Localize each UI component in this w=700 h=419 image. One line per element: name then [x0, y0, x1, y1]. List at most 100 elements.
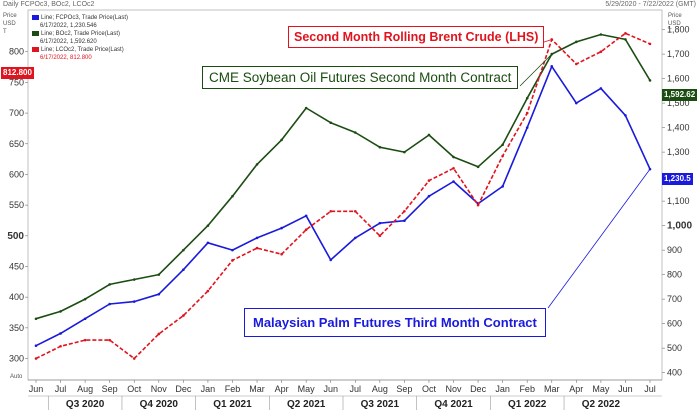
leader-palm [547, 168, 651, 309]
data-point-fcpoc3 [599, 87, 603, 90]
series-line-boc2 [35, 33, 651, 320]
data-point-boc2 [599, 33, 603, 36]
data-point-fcpoc3 [624, 114, 627, 117]
data-point-fcpoc3 [255, 236, 259, 240]
legend-item-bo[interactable]: Line; BOc2, Trade Price(Last) [32, 30, 128, 38]
right-tick-label: 400 [667, 368, 682, 378]
x-month-label: Feb [225, 384, 241, 394]
legend-detail-lco: 6/17/2022, 812.800 [40, 55, 92, 61]
left-tick-label: 300 [9, 354, 24, 364]
data-point-boc2 [427, 133, 431, 137]
data-point-lcoc2 [108, 338, 111, 342]
legend: Line; FCPOc3, Trade Price(Last) 6/17/202… [32, 14, 128, 62]
data-point-boc2 [353, 131, 357, 134]
data-point-lcoc2 [599, 50, 603, 54]
data-point-boc2 [525, 96, 529, 100]
right-tick-label: 500 [667, 343, 682, 353]
x-month-label: May [298, 384, 316, 394]
data-point-boc2 [329, 121, 333, 125]
data-point-lcoc2 [525, 111, 529, 115]
x-month-label: Sep [102, 384, 118, 394]
left-tick-label: 550 [9, 200, 24, 210]
right-tick-label: 1,700 [667, 49, 690, 59]
header-strip: Daily FCPOc3, BOc2, LCOc2 5/29/2020 - 7/… [0, 0, 700, 10]
data-point-lcoc2 [476, 203, 480, 207]
legend-swatch-lco [32, 46, 39, 52]
right-tick-label: 700 [667, 294, 682, 304]
data-point-boc2 [157, 273, 161, 276]
right-tick-label: 1,400 [667, 123, 690, 133]
x-month-label: Dec [470, 384, 487, 394]
data-point-boc2 [83, 297, 87, 301]
data-point-boc2 [452, 155, 455, 159]
legend-item-lco[interactable]: Line; LCOc2, Trade Price(Last) [32, 46, 128, 54]
data-point-lcoc2 [329, 209, 333, 213]
data-point-lcoc2 [59, 344, 62, 348]
right-tick-label: 900 [667, 245, 682, 255]
data-point-fcpoc3 [501, 185, 504, 188]
legend-item-fcpo[interactable]: Line; FCPOc3, Trade Price(Last) [32, 14, 128, 22]
data-point-fcpoc3 [525, 126, 529, 129]
x-month-label: Aug [372, 384, 388, 394]
data-point-lcoc2 [575, 62, 578, 66]
legend-label-fcpo: Line; FCPOc3, Trade Price(Last) [41, 15, 129, 21]
series-line-fcpoc3 [35, 65, 651, 347]
right-tick-label: 1,000 [667, 221, 692, 232]
right-axis-unit: Price [668, 13, 682, 19]
left-tick-label: 400 [9, 292, 24, 302]
annotation-soy: CME Soybean Oil Futures Second Month Con… [202, 66, 519, 89]
data-point-boc2 [231, 194, 234, 198]
annotation-brent: Second Month Rolling Brent Crude (LHS) [288, 26, 545, 48]
x-month-label: Jan [495, 384, 510, 394]
data-point-boc2 [378, 145, 382, 149]
data-point-lcoc2 [304, 228, 308, 231]
data-point-lcoc2 [624, 32, 627, 35]
right-tick-label: 1,100 [667, 196, 690, 206]
data-point-lcoc2 [255, 246, 259, 250]
last-price-tag-soy: 1,592.62 [662, 89, 698, 101]
x-month-label: Apr [569, 384, 583, 394]
data-point-boc2 [575, 40, 578, 44]
x-month-label: Dec [175, 384, 192, 394]
data-point-lcoc2 [501, 154, 504, 158]
data-point-boc2 [280, 138, 283, 142]
left-tick-label: 700 [9, 108, 24, 118]
x-month-label: Apr [275, 384, 289, 394]
series-line-lcoc2 [35, 32, 651, 360]
x-month-label: Oct [127, 384, 142, 394]
data-point-boc2 [304, 106, 308, 110]
x-quarter-label: Q3 2021 [361, 399, 400, 410]
x-quarter-label: Q1 2022 [508, 399, 547, 410]
right-tick-label: 600 [667, 319, 682, 329]
data-point-lcoc2 [157, 332, 161, 336]
legend-label-lco: Line; LCOc2, Trade Price(Last) [41, 47, 124, 53]
leader-soy [519, 53, 553, 87]
right-tick-label: 1,800 [667, 25, 690, 35]
data-point-lcoc2 [132, 357, 136, 360]
data-point-boc2 [59, 310, 62, 313]
left-tick-label: 800 [9, 47, 24, 57]
data-point-boc2 [476, 165, 480, 169]
left-tick-label: 450 [9, 261, 24, 271]
last-price-tag-palm: 1,230.5 [662, 173, 693, 185]
data-point-fcpoc3 [83, 317, 87, 321]
x-month-label: Mar [544, 384, 560, 394]
data-point-fcpoc3 [206, 241, 210, 245]
x-month-label: Jun [323, 384, 338, 394]
data-point-fcpoc3 [108, 302, 111, 306]
data-point-fcpoc3 [427, 194, 431, 198]
left-tick-label: 350 [9, 323, 24, 333]
data-point-lcoc2 [403, 209, 406, 213]
left-axis-unit: T [3, 29, 7, 35]
right-tick-label: 800 [667, 270, 682, 280]
legend-detail-bo: 6/17/2022, 1,592.620 [40, 39, 97, 45]
x-month-label: Feb [519, 384, 535, 394]
data-point-boc2 [206, 224, 210, 227]
x-month-label: Jul [644, 384, 656, 394]
right-axis-unit: T [668, 29, 672, 35]
x-month-label: Nov [446, 384, 463, 394]
left-tick-label: 500 [7, 231, 24, 242]
data-point-boc2 [403, 150, 406, 154]
data-point-fcpoc3 [403, 219, 406, 223]
